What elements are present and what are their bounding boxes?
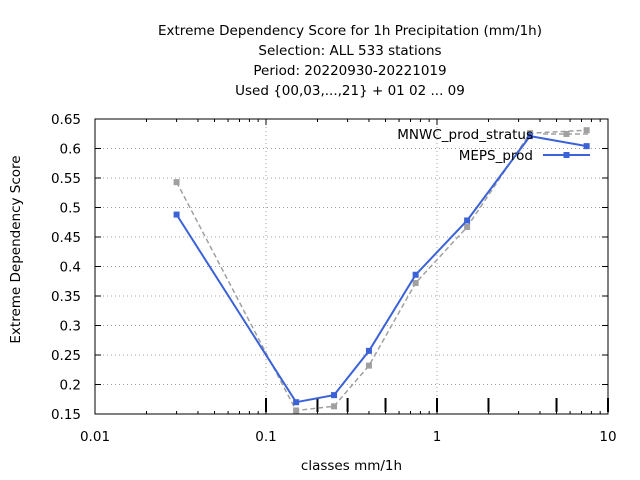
legend-label: MNWC_prod_stratus xyxy=(397,127,533,143)
data-point xyxy=(464,223,471,230)
y-tick-label: 0.5 xyxy=(60,201,81,217)
grid-lines xyxy=(95,119,608,414)
data-point xyxy=(173,211,180,218)
legend: MNWC_prod_stratus MEPS_prod xyxy=(397,127,590,164)
y-tick-label: 0.6 xyxy=(60,142,81,158)
y-tick-label: 0.15 xyxy=(51,407,81,423)
title-line-2: Selection: ALL 533 stations xyxy=(258,43,441,59)
y-tick-label: 0.45 xyxy=(51,230,81,246)
data-point xyxy=(173,179,180,186)
data-series xyxy=(173,127,590,414)
data-point xyxy=(464,217,471,224)
y-tick-label: 0.4 xyxy=(60,260,81,276)
title-line-1: Extreme Dependency Score for 1h Precipit… xyxy=(158,23,542,39)
title-line-3: Period: 20220930-20221019 xyxy=(253,63,446,79)
x-tick-label: 10 xyxy=(599,429,616,445)
data-point xyxy=(365,347,372,354)
x-axis-tick-labels: 0.01 0.1 1 10 xyxy=(80,429,617,445)
y-tick-label: 0.25 xyxy=(51,348,81,364)
x-axis-label: classes mm/1h xyxy=(301,458,402,474)
data-point xyxy=(412,280,419,287)
chart-title: Extreme Dependency Score for 1h Precipit… xyxy=(158,23,542,99)
series-line-meps-prod xyxy=(175,135,587,404)
y-tick-label: 0.3 xyxy=(60,319,81,335)
data-point xyxy=(527,133,534,140)
data-point xyxy=(293,407,300,414)
data-point xyxy=(331,403,338,410)
data-point xyxy=(365,362,372,369)
y-tick-label: 0.55 xyxy=(51,171,81,187)
y-tick-label: 0.65 xyxy=(51,112,81,128)
axis-ticks xyxy=(94,118,609,415)
x-tick-label: 0.1 xyxy=(255,429,276,445)
x-tick-label: 0.01 xyxy=(80,429,110,445)
data-point xyxy=(412,271,419,278)
x-tick-label: 1 xyxy=(433,429,442,445)
data-point xyxy=(583,143,590,150)
legend-marker xyxy=(563,152,570,158)
data-point xyxy=(331,392,338,399)
y-axis-tick-labels: 0.15 0.2 0.25 0.3 0.35 0.4 0.45 0.5 0.55 0.6 0.65 xyxy=(51,112,81,423)
class-boundary-markers xyxy=(265,398,609,412)
legend-label: MEPS_prod xyxy=(459,148,533,164)
y-axis-label: Extreme Dependency Score xyxy=(8,155,24,343)
legend-marker xyxy=(563,131,570,137)
title-line-4: Used {00,03,...,21} + 01 02 ... 09 xyxy=(235,83,465,99)
y-tick-label: 0.35 xyxy=(51,289,81,305)
y-tick-label: 0.2 xyxy=(60,378,81,394)
series-line-mnwc-prod-stratus xyxy=(175,129,587,412)
data-point xyxy=(583,127,590,134)
data-point xyxy=(293,399,300,406)
